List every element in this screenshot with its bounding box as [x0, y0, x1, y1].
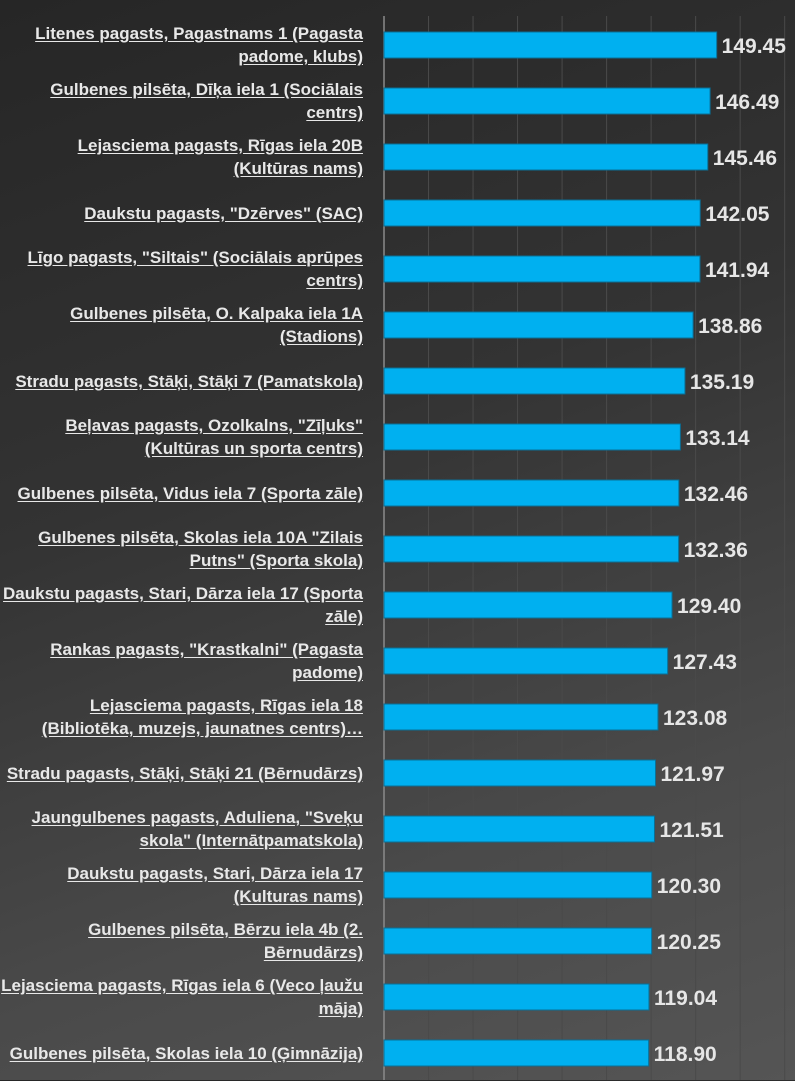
category-label[interactable]: Stradu pagasts, Stāķi, Stāķi 21 (Bērnudā… [0, 745, 363, 801]
bar [383, 311, 694, 339]
category-label[interactable]: Gulbenes pilsēta, Skolas iela 10 (Ģimnāz… [0, 1025, 363, 1081]
category-label[interactable]: Lejasciema pagasts, Rīgas iela 18 (Bibli… [0, 689, 363, 745]
data-label: 141.94 [705, 259, 770, 282]
category-label-text: Lejasciema pagasts, Rīgas iela 18 (Bibli… [41, 696, 363, 738]
data-label: 132.36 [684, 539, 748, 562]
category-label-text: Gulbenes pilsēta, Vidus iela 7 (Sporta z… [17, 483, 363, 503]
data-label: 119.04 [654, 987, 717, 1010]
category-label[interactable]: Beļavas pagasts, Ozolkalns, "Zīļuks" (Ku… [0, 409, 363, 465]
category-label-text: Daukstu pagasts, Stari, Dārza iela 17 (S… [3, 584, 363, 626]
category-label-text: Stradu pagasts, Stāķi, Stāķi 7 (Pamatsko… [15, 371, 363, 391]
category-label[interactable]: Daukstu pagasts, Stari, Dārza iela 17 (S… [0, 577, 363, 633]
bar [383, 815, 655, 843]
category-label[interactable]: Gulbenes pilsēta, Dīķa iela 1 (Sociālais… [0, 73, 363, 129]
bar [383, 647, 669, 675]
data-label: 127.43 [673, 651, 737, 674]
bar [383, 143, 709, 171]
data-label: 121.97 [661, 763, 725, 786]
bar [383, 927, 653, 955]
category-label[interactable]: Gulbenes pilsēta, Skolas iela 10A "Zilai… [0, 521, 363, 577]
category-label[interactable]: Stradu pagasts, Stāķi, Stāķi 7 (Pamatsko… [0, 353, 363, 409]
category-label[interactable]: Jaungulbenes pagasts, Aduliena, "Sveķu s… [0, 801, 363, 857]
bar [383, 703, 659, 731]
data-label: 133.14 [685, 427, 750, 450]
bar [383, 423, 681, 451]
data-label: 149.45 [722, 35, 787, 58]
bar [383, 479, 680, 507]
bar [383, 255, 701, 283]
category-label[interactable]: Litenes pagasts, Pagastnams 1 (Pagasta p… [0, 17, 363, 73]
data-label: 120.30 [657, 875, 721, 898]
bar [383, 759, 657, 787]
data-label: 129.40 [677, 595, 741, 618]
category-label-text: Gulbenes pilsēta, Skolas iela 10A "Zilai… [38, 528, 363, 570]
bar [383, 1039, 650, 1067]
category-label-text: Daukstu pagasts, "Dzērves" (SAC) [84, 203, 363, 223]
category-label-text: Litenes pagasts, Pagastnams 1 (Pagasta p… [35, 24, 363, 66]
category-label[interactable]: Rankas pagasts, "Krastkalni" (Pagasta pa… [0, 633, 363, 689]
category-label[interactable]: Līgo pagasts, "Siltais" (Sociālais aprūp… [0, 241, 363, 297]
data-label: 138.86 [698, 315, 762, 338]
category-label[interactable]: Gulbenes pilsēta, Bērzu iela 4b (2. Bērn… [0, 913, 363, 969]
category-label-text: Daukstu pagasts, Stari, Dārza iela 17 (K… [67, 864, 363, 906]
bar [383, 87, 711, 115]
bar [383, 199, 701, 227]
category-label[interactable]: Daukstu pagasts, Stari, Dārza iela 17 (K… [0, 857, 363, 913]
data-label: 118.90 [654, 1043, 717, 1066]
category-label[interactable]: Lejasciema pagasts, Rīgas iela 20B (Kult… [0, 129, 363, 185]
data-label: 123.08 [663, 707, 728, 730]
category-label-text: Jaungulbenes pagasts, Aduliena, "Sveķu s… [31, 808, 363, 850]
bar [383, 983, 650, 1011]
data-label: 146.49 [715, 91, 779, 114]
data-label: 132.46 [684, 483, 748, 506]
data-label: 142.05 [705, 203, 770, 226]
category-label[interactable]: Gulbenes pilsēta, Vidus iela 7 (Sporta z… [0, 465, 363, 521]
category-label-text: Gulbenes pilsēta, Dīķa iela 1 (Sociālais… [50, 80, 363, 122]
category-label[interactable]: Lejasciema pagasts, Rīgas iela 6 (Veco ļ… [0, 969, 363, 1025]
category-label-text: Līgo pagasts, "Siltais" (Sociālais aprūp… [27, 248, 363, 290]
data-label: 145.46 [713, 147, 777, 170]
category-label-text: Stradu pagasts, Stāķi, Stāķi 21 (Bērnudā… [6, 763, 363, 783]
category-label-text: Gulbenes pilsēta, Bērzu iela 4b (2. Bērn… [88, 920, 363, 962]
category-label-text: Gulbenes pilsēta, O. Kalpaka iela 1A (St… [70, 304, 363, 346]
bar [383, 31, 718, 59]
category-label-text: Beļavas pagasts, Ozolkalns, "Zīļuks" (Ku… [65, 416, 363, 458]
data-label: 135.19 [690, 371, 754, 394]
data-label: 120.25 [657, 931, 722, 954]
bar [383, 591, 673, 619]
category-label-text: Lejasciema pagasts, Rīgas iela 6 (Veco ļ… [1, 976, 363, 1018]
category-label-text: Lejasciema pagasts, Rīgas iela 20B (Kult… [77, 136, 363, 178]
bar [383, 535, 680, 563]
category-label-text: Rankas pagasts, "Krastkalni" (Pagasta pa… [50, 640, 363, 682]
bar [383, 871, 653, 899]
category-label[interactable]: Daukstu pagasts, "Dzērves" (SAC) [0, 185, 363, 241]
bar [383, 367, 686, 395]
category-label[interactable]: Gulbenes pilsēta, O. Kalpaka iela 1A (St… [0, 297, 363, 353]
data-label: 121.51 [659, 819, 724, 842]
category-label-text: Gulbenes pilsēta, Skolas iela 10 (Ģimnāz… [9, 1043, 363, 1063]
